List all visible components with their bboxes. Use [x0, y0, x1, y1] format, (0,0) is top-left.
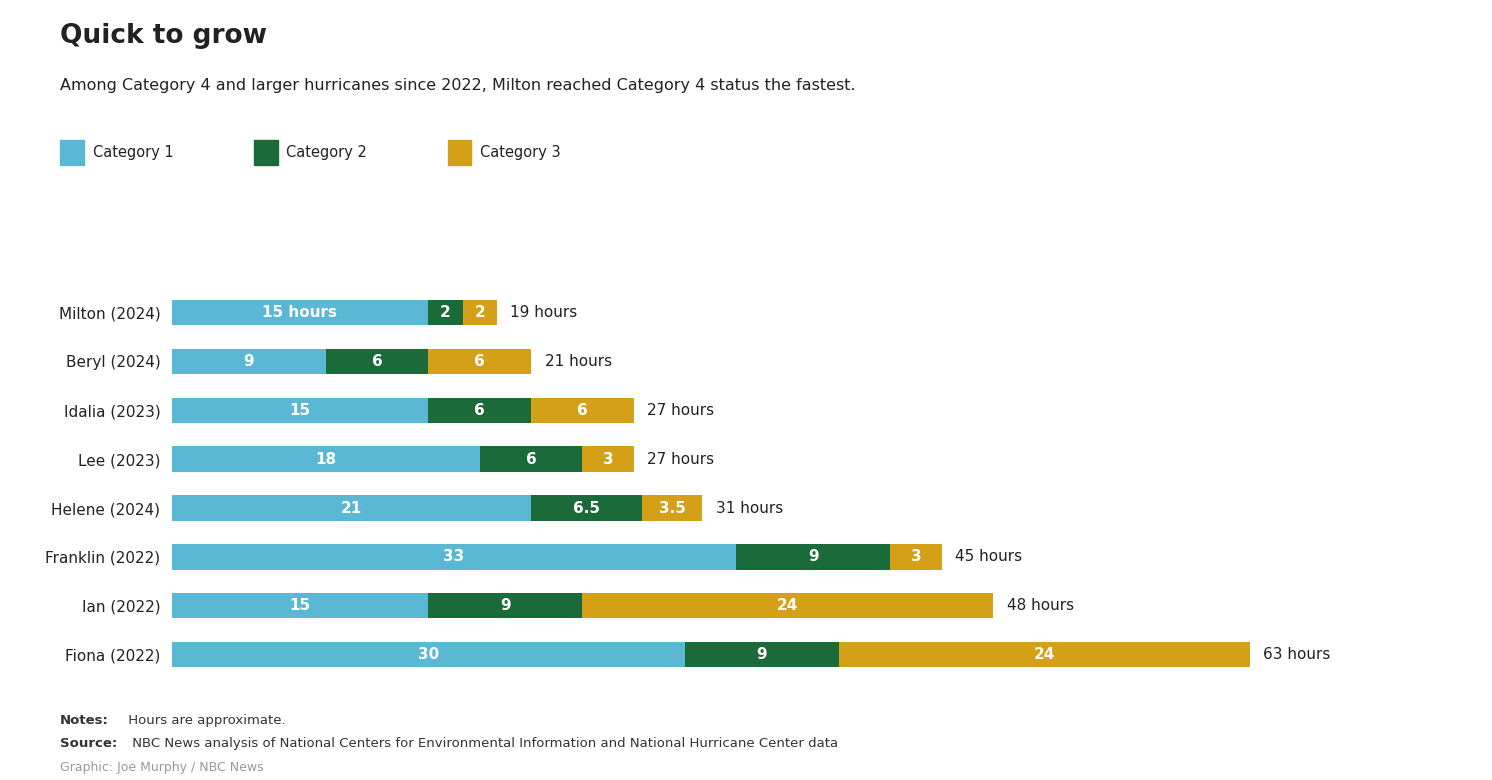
Text: 6: 6: [372, 354, 382, 369]
Bar: [172, 593, 428, 619]
Text: 31 hours: 31 hours: [716, 501, 783, 516]
Text: 9: 9: [243, 354, 254, 369]
Text: 3.5: 3.5: [659, 501, 686, 516]
Text: Category 1: Category 1: [93, 144, 173, 160]
Text: Hours are approximate.: Hours are approximate.: [124, 714, 285, 727]
Text: 9: 9: [809, 549, 819, 565]
Text: Category 2: Category 2: [286, 144, 367, 160]
Text: 6: 6: [474, 402, 485, 418]
Text: Notes:: Notes:: [60, 714, 109, 727]
Text: Category 3: Category 3: [480, 144, 561, 160]
Text: 6: 6: [525, 452, 536, 466]
Bar: [891, 544, 941, 569]
Text: 21: 21: [340, 501, 363, 516]
Text: NBC News analysis of National Centers for Environmental Information and National: NBC News analysis of National Centers fo…: [128, 737, 839, 750]
Text: Graphic: Joe Murphy / NBC News: Graphic: Joe Murphy / NBC News: [60, 760, 263, 774]
Bar: [172, 349, 325, 374]
Text: 19 hours: 19 hours: [510, 305, 577, 320]
Bar: [839, 642, 1250, 668]
Bar: [531, 495, 642, 521]
Bar: [325, 349, 428, 374]
Bar: [428, 398, 531, 423]
Bar: [172, 300, 428, 325]
Text: 3: 3: [603, 452, 613, 466]
Text: 6: 6: [577, 402, 588, 418]
Text: 6.5: 6.5: [573, 501, 600, 516]
Text: 24: 24: [1034, 647, 1055, 662]
Text: 48 hours: 48 hours: [1007, 598, 1074, 613]
Text: 15: 15: [289, 402, 310, 418]
Text: 9: 9: [756, 647, 767, 662]
Text: 27 hours: 27 hours: [648, 402, 715, 418]
Text: 63 hours: 63 hours: [1264, 647, 1331, 662]
Bar: [172, 495, 531, 521]
Bar: [172, 446, 479, 472]
Text: Quick to grow: Quick to grow: [60, 23, 267, 49]
Text: 27 hours: 27 hours: [648, 452, 715, 466]
Text: 45 hours: 45 hours: [955, 549, 1022, 565]
Text: 18: 18: [315, 452, 336, 466]
Bar: [685, 642, 839, 668]
Text: 6: 6: [474, 354, 485, 369]
Bar: [428, 300, 463, 325]
Bar: [582, 593, 994, 619]
Text: 33: 33: [443, 549, 464, 565]
Text: 9: 9: [500, 598, 510, 613]
Bar: [172, 398, 428, 423]
Text: 2: 2: [440, 305, 451, 320]
Text: Source:: Source:: [60, 737, 116, 750]
Bar: [428, 349, 531, 374]
Text: 3: 3: [910, 549, 922, 565]
Bar: [172, 544, 737, 569]
Bar: [428, 593, 582, 619]
Bar: [642, 495, 703, 521]
Text: 2: 2: [474, 305, 485, 320]
Bar: [531, 398, 634, 423]
Text: 21 hours: 21 hours: [545, 354, 612, 369]
Bar: [737, 544, 891, 569]
Text: 24: 24: [777, 598, 798, 613]
Bar: [479, 446, 582, 472]
Bar: [172, 642, 685, 668]
Bar: [463, 300, 497, 325]
Text: 15 hours: 15 hours: [263, 305, 337, 320]
Text: 30: 30: [418, 647, 439, 662]
Text: 15: 15: [289, 598, 310, 613]
Bar: [582, 446, 634, 472]
Text: Among Category 4 and larger hurricanes since 2022, Milton reached Category 4 sta: Among Category 4 and larger hurricanes s…: [60, 78, 855, 93]
